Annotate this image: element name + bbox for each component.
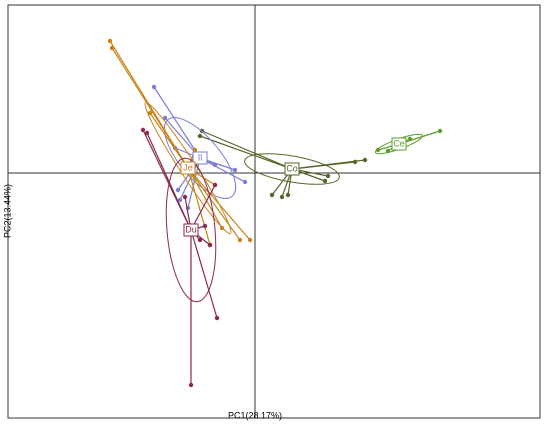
- plot-frame: [7, 4, 541, 419]
- point: [212, 182, 218, 188]
- point: [325, 173, 331, 179]
- centroid-box: [192, 151, 208, 165]
- star-line: [146, 132, 192, 231]
- point: [197, 133, 203, 139]
- group-label: Du: [185, 224, 197, 234]
- centroid-box: [391, 137, 407, 151]
- star-line: [153, 86, 201, 159]
- point: [362, 157, 368, 163]
- star-line: [190, 184, 216, 231]
- star-line: [199, 135, 293, 170]
- group-label: Il: [198, 152, 203, 162]
- point: [242, 179, 248, 185]
- centroid-box: [284, 162, 300, 176]
- point: [237, 237, 243, 243]
- axes: [8, 5, 540, 418]
- point: [212, 162, 218, 168]
- point: [214, 315, 220, 321]
- point: [285, 192, 291, 198]
- point: [192, 147, 198, 153]
- star-line: [291, 161, 356, 170]
- point: [207, 242, 213, 248]
- point: [144, 130, 150, 136]
- point: [175, 187, 181, 193]
- point: [385, 148, 391, 154]
- x-axis-label: PC1(28.17%): [228, 410, 282, 420]
- point: [202, 223, 208, 229]
- point: [140, 127, 146, 133]
- centroid-box: [180, 161, 196, 175]
- y-axis-label: PC2(13.44%): [2, 184, 12, 238]
- point: [437, 128, 443, 134]
- point: [232, 167, 238, 173]
- point: [107, 38, 113, 44]
- confidence-ellipse: [165, 157, 217, 303]
- point: [407, 136, 413, 142]
- point: [182, 194, 188, 200]
- star-line: [187, 157, 201, 209]
- star-line: [187, 167, 211, 246]
- point: [247, 237, 253, 243]
- point: [147, 110, 153, 116]
- point: [322, 178, 328, 184]
- star-line: [187, 167, 241, 241]
- star-line: [201, 130, 293, 170]
- point: [177, 197, 183, 203]
- group-label: Je: [183, 162, 193, 172]
- point: [352, 159, 358, 165]
- group-label: Co: [286, 163, 298, 173]
- point: [109, 45, 115, 51]
- point: [269, 192, 275, 198]
- point: [197, 237, 203, 243]
- point: [375, 147, 381, 153]
- star-line: [111, 47, 189, 169]
- point: [219, 225, 225, 231]
- point: [162, 115, 168, 121]
- point: [279, 194, 285, 200]
- star-line: [187, 167, 251, 241]
- centroid-box: [183, 223, 199, 237]
- star-line: [149, 112, 189, 169]
- point: [151, 84, 157, 90]
- group-label: Ce: [393, 138, 405, 148]
- point: [188, 382, 194, 388]
- star-line: [187, 167, 223, 229]
- star-line: [190, 229, 218, 319]
